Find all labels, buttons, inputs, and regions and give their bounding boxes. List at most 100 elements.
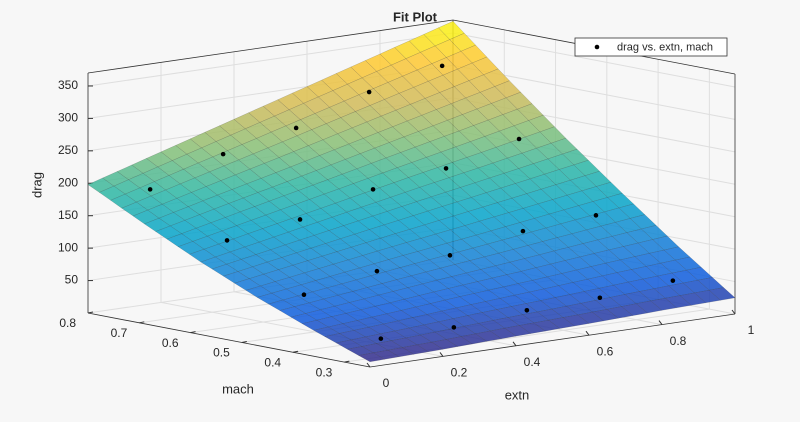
surface-patch bbox=[656, 272, 684, 287]
surface-patch bbox=[345, 153, 372, 170]
surface-patch bbox=[663, 246, 691, 261]
tick-mark bbox=[139, 321, 145, 324]
surface-patch bbox=[222, 271, 250, 284]
surface-patch bbox=[434, 39, 462, 58]
surface-patch bbox=[177, 241, 205, 255]
surface-patch bbox=[487, 239, 514, 254]
data-point bbox=[516, 136, 522, 142]
surface-patch bbox=[102, 171, 129, 187]
surface-patch bbox=[239, 206, 267, 221]
surface-patch bbox=[237, 266, 265, 279]
surface-patch bbox=[358, 352, 386, 363]
surface-patch bbox=[189, 248, 216, 263]
surface-patch bbox=[593, 249, 621, 264]
x-tick-label: 1 bbox=[748, 323, 755, 337]
surface-patch bbox=[324, 333, 352, 344]
surface-patch bbox=[517, 103, 544, 121]
surface-patch bbox=[394, 327, 421, 339]
tick-mark bbox=[241, 340, 247, 343]
surface-patch bbox=[241, 138, 269, 155]
surface-patch bbox=[87, 177, 115, 193]
data-point bbox=[374, 268, 380, 274]
surface-patch bbox=[378, 291, 405, 304]
surface-patch bbox=[494, 80, 522, 99]
x-axis-label: extn bbox=[505, 387, 530, 402]
surface-patch bbox=[249, 163, 277, 179]
surface-patch bbox=[171, 153, 199, 170]
surface-patch bbox=[445, 336, 473, 347]
surface-patch bbox=[525, 300, 553, 313]
surface-patch bbox=[350, 60, 378, 79]
y-tick-label: 0.6 bbox=[162, 336, 179, 350]
data-point bbox=[593, 213, 599, 218]
surface-patch bbox=[290, 313, 318, 324]
surface-patch bbox=[441, 307, 469, 319]
z-tick-label: 150 bbox=[58, 208, 78, 222]
surface-patch bbox=[378, 182, 406, 198]
z-tick-label: 300 bbox=[58, 111, 78, 125]
surface-patch bbox=[418, 291, 446, 304]
chart-title: Fit Plot bbox=[393, 9, 438, 24]
tick-mark bbox=[190, 331, 196, 334]
surface-patch bbox=[388, 136, 416, 153]
surface-patch bbox=[481, 147, 508, 164]
z-tick-label: 50 bbox=[65, 273, 79, 287]
data-point bbox=[301, 292, 307, 298]
surface-patch bbox=[276, 218, 304, 233]
surface-patch bbox=[387, 75, 415, 94]
surface-patch bbox=[337, 127, 364, 145]
surface-patch bbox=[507, 314, 535, 326]
surface-patch bbox=[236, 220, 263, 235]
x-tick-label: 0.6 bbox=[597, 344, 614, 358]
tick-mark bbox=[292, 350, 299, 353]
surface-patch bbox=[356, 163, 383, 179]
surface-patch bbox=[387, 347, 415, 358]
surface-patch bbox=[409, 224, 437, 239]
surface-patch bbox=[558, 282, 585, 295]
surface-patch bbox=[457, 247, 485, 261]
axis-line bbox=[369, 313, 736, 368]
z-tick-label: 100 bbox=[58, 240, 78, 254]
surface-patch bbox=[502, 283, 530, 296]
surface-patch bbox=[275, 166, 303, 182]
y-axis-label: mach bbox=[222, 381, 254, 396]
surface-patch bbox=[200, 256, 228, 270]
data-point bbox=[520, 228, 526, 234]
data-point bbox=[147, 187, 153, 192]
surface-patch bbox=[420, 45, 447, 64]
data-point bbox=[378, 336, 384, 341]
surface-patch bbox=[121, 201, 149, 217]
y-tick-label: 0.3 bbox=[316, 365, 333, 379]
y-tick-label: 0.5 bbox=[213, 346, 230, 360]
surface-patch bbox=[286, 175, 314, 191]
surface-patch bbox=[367, 172, 395, 189]
surface-patch bbox=[496, 306, 524, 318]
z-tick-label: 200 bbox=[58, 175, 78, 189]
surface-patch bbox=[543, 285, 571, 298]
surface-patch bbox=[396, 275, 423, 288]
surface-patch bbox=[591, 309, 619, 322]
surface-patch bbox=[216, 189, 244, 204]
y-tick-label: 0.4 bbox=[264, 355, 281, 369]
surface-patch bbox=[211, 263, 239, 277]
data-point bbox=[366, 89, 372, 95]
surface-patch bbox=[478, 320, 506, 332]
tick-mark bbox=[585, 330, 590, 336]
tick-mark bbox=[512, 341, 517, 347]
surface-patch bbox=[697, 277, 725, 291]
axis-line bbox=[87, 312, 371, 368]
surface-patch bbox=[491, 97, 518, 115]
surface-patch bbox=[265, 209, 293, 224]
data-point bbox=[370, 187, 376, 192]
data-point bbox=[297, 217, 303, 222]
z-tick-label: 350 bbox=[58, 78, 78, 92]
surface-patch bbox=[110, 193, 137, 209]
surface-patch bbox=[307, 139, 335, 156]
surface-patch bbox=[113, 179, 141, 195]
x-tick-label: 0.4 bbox=[524, 355, 541, 369]
surface-patch bbox=[453, 80, 481, 99]
surface-patch bbox=[462, 281, 490, 294]
tick-mark bbox=[658, 320, 663, 325]
